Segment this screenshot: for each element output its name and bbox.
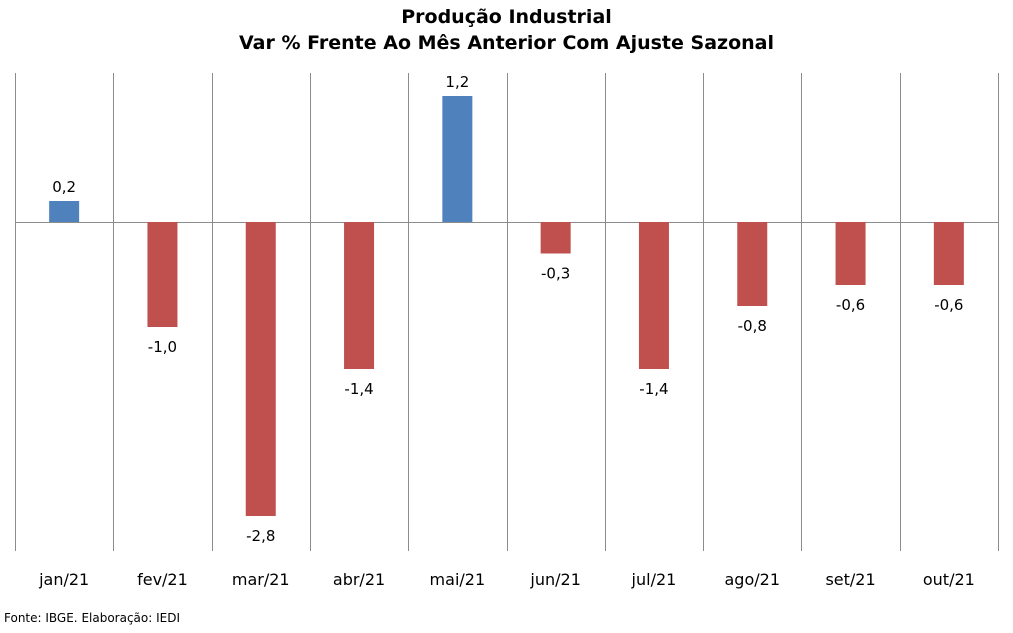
- data-label: -0,6: [836, 296, 865, 314]
- data-label: -0,6: [934, 296, 963, 314]
- x-tick-label: jan/21: [38, 570, 89, 589]
- source-note: Fonte: IBGE. Elaboração: IEDI: [4, 611, 181, 625]
- x-tick-label: fev/21: [137, 570, 188, 589]
- bar-fev-21: [147, 222, 178, 327]
- bar-set-21: [835, 222, 866, 285]
- data-label: -0,3: [541, 265, 570, 283]
- x-tick-label: abr/21: [333, 570, 385, 589]
- x-tick-label: mar/21: [232, 570, 290, 589]
- data-label: -1,4: [639, 380, 668, 398]
- bar-jan-21: [49, 201, 80, 222]
- chart-subtitle-line: Var % Frente Ao Mês Anterior Com Ajuste …: [239, 32, 774, 54]
- x-tick-label: mai/21: [430, 570, 486, 589]
- bar-jun-21: [540, 222, 571, 254]
- chart-title: Produção Industrial Var % Frente Ao Mês …: [0, 4, 1013, 56]
- grid-layer: [15, 73, 999, 551]
- data-label: -2,8: [246, 527, 275, 545]
- data-label: 1,2: [445, 73, 469, 91]
- x-tick-label: ago/21: [725, 570, 781, 589]
- x-tick-label: set/21: [825, 570, 875, 589]
- bar-layer: [49, 96, 964, 516]
- x-tick-label: jun/21: [529, 570, 580, 589]
- tick-layer: jan/21 fev/21 mar/21 abr/21 mai/21 jun/21 jul/…: [38, 570, 975, 589]
- bar-mar-21: [245, 222, 276, 516]
- data-label: 0,2: [52, 178, 76, 196]
- bar-ago-21: [737, 222, 768, 306]
- bar-abr-21: [344, 222, 375, 369]
- x-tick-label: jul/21: [631, 570, 677, 589]
- bar-out-21: [933, 222, 964, 285]
- data-label: -0,8: [738, 317, 767, 335]
- bar-mai-21: [442, 96, 473, 222]
- data-label: -1,0: [148, 338, 177, 356]
- data-label: -1,4: [344, 380, 373, 398]
- x-tick-label: out/21: [923, 570, 975, 589]
- bar-jul-21: [638, 222, 669, 369]
- chart-title-line: Produção Industrial: [401, 6, 612, 28]
- label-layer: 0,2 -1,0 -2,8 -1,4 1,2 -0,3 -1,4 -0,8 -0,6 -0,6: [52, 73, 963, 545]
